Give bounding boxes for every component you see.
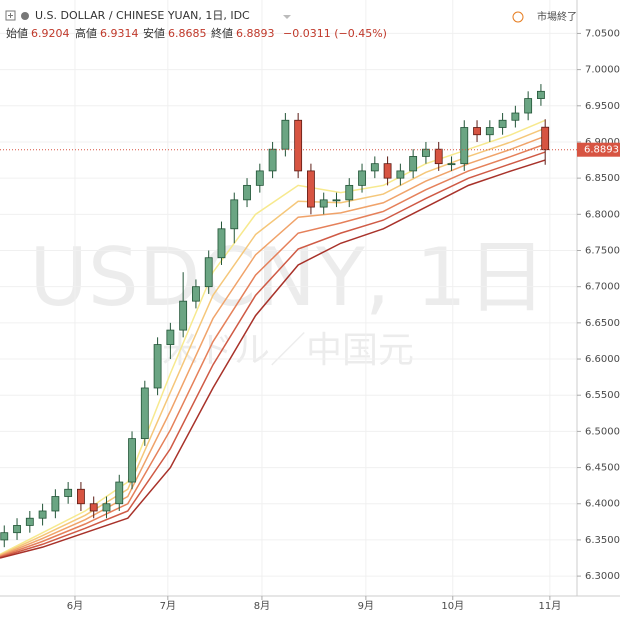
symbol-dot [21, 12, 29, 20]
y-tick-label: 6.6500 [585, 318, 620, 329]
change: −0.0311 (−0.45%) [283, 27, 387, 40]
x-tick-label: 8月 [254, 600, 270, 612]
candle-body [307, 170, 315, 208]
x-tick-label: 9月 [358, 600, 374, 612]
candle-body [345, 184, 354, 201]
candle-body [0, 532, 9, 541]
watermark-sub: 米ドル／中国元 [162, 330, 414, 371]
candle-body [140, 387, 149, 440]
y-tick-label: 6.7000 [585, 282, 620, 293]
candle-body [460, 127, 469, 165]
candle-body [447, 163, 456, 166]
candle-body [485, 127, 494, 136]
candle-body [383, 163, 392, 179]
candle-body [230, 199, 239, 230]
candle-body [102, 503, 111, 512]
candle-body [25, 517, 34, 526]
candle-body [153, 344, 162, 389]
y-tick-label: 6.3500 [585, 535, 620, 546]
candle-body [166, 329, 175, 345]
candle-body [396, 170, 405, 179]
candle-body [294, 119, 303, 172]
candle-body [217, 228, 226, 259]
collapse-icon-plus [8, 13, 13, 18]
ribbon-line [0, 151, 546, 559]
candle-body [319, 199, 328, 208]
close-label: 終値 [211, 26, 233, 40]
y-tick-label: 6.9000 [585, 137, 620, 148]
y-tick-label: 6.5000 [585, 426, 620, 437]
candle-body [422, 148, 430, 157]
close-value: 6.8893 [236, 27, 275, 40]
y-tick-label: 6.4500 [585, 463, 620, 474]
candle-body [524, 98, 533, 114]
y-tick-label: 7.0500 [585, 28, 620, 39]
low-label: 安値 [143, 26, 165, 40]
last-price-box [577, 142, 620, 157]
y-tick-label: 6.4000 [585, 499, 620, 510]
candle-body [370, 163, 379, 172]
candle-body [281, 119, 290, 150]
candle-body [537, 90, 545, 99]
x-tick-label: 7月 [160, 600, 176, 612]
ribbon-line [0, 143, 546, 558]
candle-body [128, 438, 136, 483]
y-tick-label: 7.0000 [585, 65, 620, 76]
high-label: 高値 [75, 26, 97, 40]
y-tick-label: 6.8000 [585, 209, 620, 220]
collapse-icon[interactable] [5, 10, 16, 21]
candle-body [77, 488, 85, 505]
y-tick-label: 6.9500 [585, 101, 620, 112]
open-value: 6.9204 [31, 27, 70, 40]
candle-body [204, 257, 213, 288]
candle-body [179, 300, 188, 331]
y-tick-label: 6.7500 [585, 245, 620, 256]
candle-body [255, 170, 264, 186]
candle-body [13, 525, 21, 534]
candle-body [268, 148, 277, 172]
y-tick-label: 6.6000 [585, 354, 620, 365]
candle-body [38, 510, 47, 519]
last-price-label: 6.8893 [584, 145, 619, 156]
candle-body [192, 286, 200, 302]
open-label: 始値 [6, 26, 28, 40]
dropdown-arrow[interactable] [283, 15, 291, 19]
status-icon[interactable] [512, 11, 524, 23]
candle-body [332, 199, 341, 202]
low-value: 6.8685 [168, 27, 207, 40]
candle-body [511, 112, 520, 121]
candle-body [358, 170, 366, 186]
candle-body [498, 119, 507, 128]
candle-body [434, 148, 443, 165]
candle-body [473, 127, 481, 136]
symbol[interactable]: U.S. DOLLAR / CHINESE YUAN, 1日, IDC [35, 9, 250, 22]
x-tick-label: 6月 [67, 600, 83, 612]
candle-body [243, 184, 251, 201]
candle-body [541, 126, 550, 151]
ribbon-line [0, 135, 546, 557]
x-tick-label: 10月 [441, 600, 464, 612]
y-tick-label: 6.5500 [585, 390, 620, 401]
x-tick-label: 11月 [539, 600, 562, 612]
candle-body [409, 156, 418, 172]
candle-body [89, 503, 98, 512]
plot [0, 0, 577, 596]
candle-body [51, 496, 60, 512]
y-tick-label: 6.8500 [585, 173, 620, 184]
high-value: 6.9314 [100, 27, 139, 40]
market-status: 市場終了 [537, 10, 577, 23]
candle-body [64, 488, 73, 497]
y-tick-label: 6.3000 [585, 571, 620, 582]
ribbon-line [0, 159, 546, 559]
candle-body [115, 481, 124, 505]
